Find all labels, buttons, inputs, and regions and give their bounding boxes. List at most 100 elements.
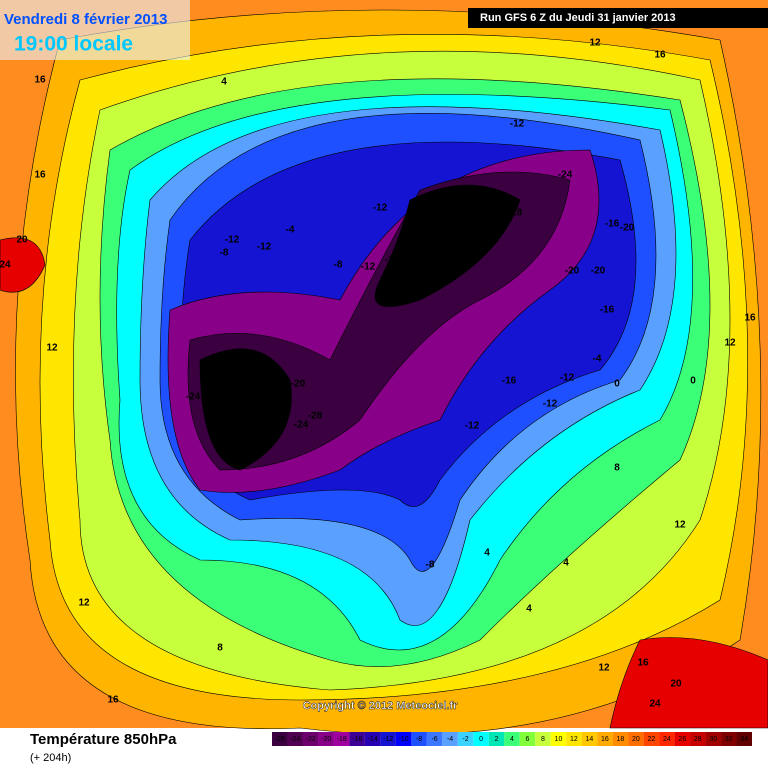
colorbar-tick-label: -20 (321, 736, 331, 743)
colorbar-swatch (488, 732, 505, 746)
colorbar-swatch (287, 732, 303, 746)
contour-label: -20 (565, 266, 580, 277)
field-title: Température 850hPa (30, 731, 177, 748)
contour-label: 12 (589, 38, 601, 49)
colorbar-swatch (380, 732, 396, 746)
contour-label: 16 (34, 75, 46, 86)
contour-label: -20 (405, 255, 420, 266)
run-box (468, 8, 768, 28)
contour-label: -28 (449, 234, 464, 245)
colorbar-swatch (426, 732, 443, 746)
colorbar-tick-label: -6 (431, 736, 437, 743)
colorbar-tick-label: 32 (725, 736, 733, 743)
contour-label: 16 (744, 313, 756, 324)
contour-label: -4 (593, 354, 602, 365)
colorbar-swatch (473, 732, 489, 746)
contour-label: 16 (34, 170, 46, 181)
colorbar-tick-label: -26 (275, 736, 285, 743)
contour-label: 8 (614, 463, 620, 474)
forecast-date: Vendredi 8 février 2013 (4, 11, 167, 28)
colorbar-tick-label: -10 (399, 736, 409, 743)
contour-label: -12 (465, 421, 480, 432)
colorbar-tick-label: 14 (586, 736, 594, 743)
colorbar-tick-label: 12 (570, 736, 578, 743)
copyright: Copyright © 2012 Meteociel.fr (303, 700, 459, 712)
colorbar-tick-label: 6 (526, 736, 530, 743)
colorbar-tick-label: -8 (416, 736, 422, 743)
contour-label: -24 (294, 420, 309, 431)
contour-label: -24 (186, 392, 201, 403)
contour-label: -28 (308, 411, 323, 422)
colorbar-swatch (318, 732, 334, 746)
contour-label: -12 (257, 242, 272, 253)
colorbar-tick-label: -12 (383, 736, 393, 743)
colorbar-tick-label: 16 (601, 736, 609, 743)
contour-label: -20 (620, 223, 635, 234)
colorbar: -26 -24 -22 -20 -18 -16 -14 -12 -10 -8 -6 -4 -2 0 2 4 6 8… (272, 732, 752, 746)
colorbar-tick-label: 10 (555, 736, 563, 743)
colorbar-tick-label: -2 (462, 736, 468, 743)
contour-label: 8 (217, 643, 223, 654)
header-backdrop (0, 0, 190, 60)
colorbar-swatch (504, 732, 520, 746)
forecast-time: 19:00 locale (14, 33, 133, 56)
contour-label: 4 (563, 558, 569, 569)
contour-label: -16 (600, 305, 615, 316)
contour-label: 24 (0, 260, 11, 271)
colorbar-swatch (612, 732, 629, 746)
colorbar-swatch (364, 732, 381, 746)
colorbar-swatch (411, 732, 427, 746)
colorbar-swatch (550, 732, 567, 746)
contour-label: -12 (361, 262, 376, 273)
colorbar-swatch (442, 732, 458, 746)
contour-label: -4 (286, 225, 295, 236)
contour-label: -28 (206, 400, 221, 411)
colorbar-swatch (690, 732, 706, 746)
contour-label: -12 (543, 399, 558, 410)
contour-label: 12 (598, 663, 610, 674)
contour-label: 4 (221, 77, 227, 88)
colorbar-swatch (333, 732, 350, 746)
colorbar-swatch (272, 732, 288, 746)
colorbar-tick-label: 24 (663, 736, 671, 743)
colorbar-swatch (736, 732, 752, 746)
colorbar-tick-label: -16 (352, 736, 362, 743)
contour-label: 16 (637, 658, 649, 669)
colorbar-swatch (643, 732, 660, 746)
contour-label: 16 (107, 695, 119, 706)
contour-label: 4 (526, 604, 532, 615)
colorbar-swatch (395, 732, 412, 746)
contour-label: -28 (508, 208, 523, 219)
colorbar-swatch (597, 732, 613, 746)
colorbar-swatch (457, 732, 474, 746)
contour-label: -12 (510, 119, 525, 130)
contour-label: -8 (220, 248, 229, 259)
contour-label: 12 (724, 338, 736, 349)
contour-label: -20 (591, 266, 606, 277)
colorbar-tick-label: -24 (290, 736, 300, 743)
colorbar-tick-label: 26 (678, 736, 686, 743)
colorbar-tick-label: -18 (337, 736, 347, 743)
contour-label: 20 (670, 679, 682, 690)
contour-label: 16 (654, 50, 666, 61)
contour-label: 4 (484, 548, 490, 559)
colorbar-tick-label: 28 (694, 736, 702, 743)
colorbar-tick-label: 0 (479, 736, 483, 743)
colorbar-tick-label: 8 (541, 736, 545, 743)
colorbar-swatch (581, 732, 598, 746)
contour-label: 24 (649, 699, 661, 710)
contour-label: 12 (674, 520, 686, 531)
contour-label: -12 (225, 235, 240, 246)
colorbar-swatch (705, 732, 722, 746)
colorbar-tick-label: 34 (740, 736, 748, 743)
colorbar-swatch (302, 732, 319, 746)
colorbar-swatch (535, 732, 551, 746)
colorbar-tick-label: 22 (647, 736, 655, 743)
contour-label: -16 (605, 219, 620, 230)
contour-label: 12 (46, 343, 58, 354)
colorbar-swatch (628, 732, 644, 746)
colorbar-swatch (566, 732, 582, 746)
contour-label: -16 (385, 255, 400, 266)
contour-label: -24 (426, 245, 441, 256)
